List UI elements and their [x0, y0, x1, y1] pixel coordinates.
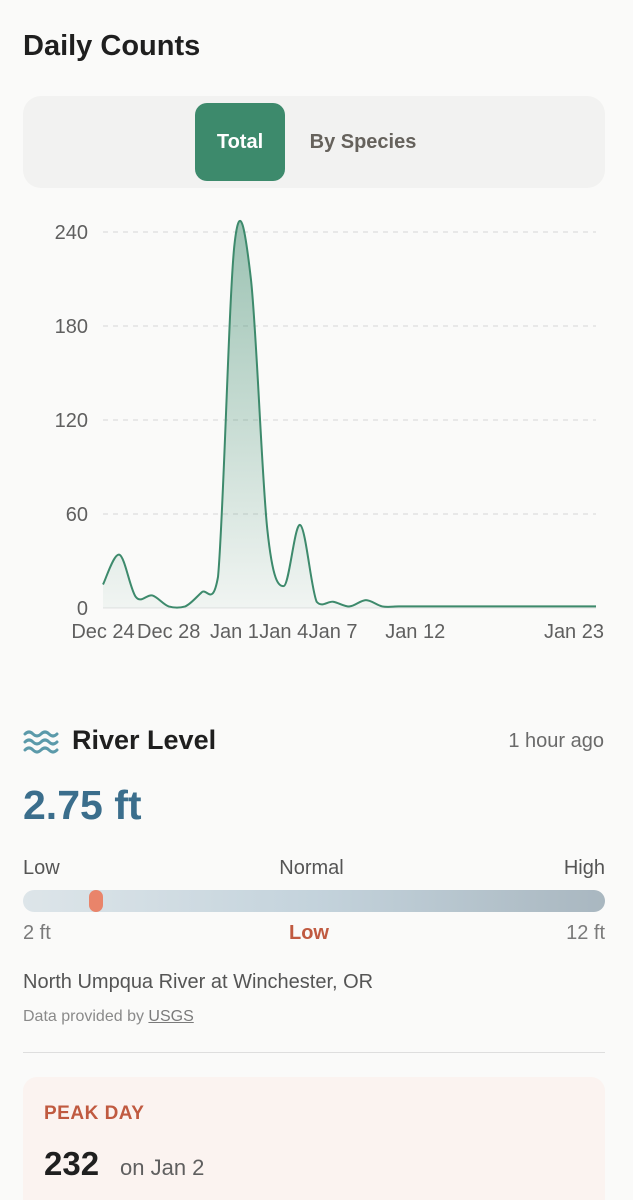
x-tick-label: Dec 24 — [71, 621, 134, 643]
peak-day-date: on Jan 2 — [120, 1155, 205, 1180]
x-tick-label: Jan 4 — [259, 621, 308, 643]
x-tick-label: Jan 23 — [544, 621, 604, 643]
level-low-label: Low — [23, 857, 60, 879]
data-source-prefix: Data provided by — [23, 1008, 144, 1025]
peak-day-value: 232 — [44, 1145, 100, 1182]
daily-counts-title: Daily Counts — [23, 30, 201, 62]
y-tick-label: 120 — [55, 410, 88, 432]
level-normal-label: Normal — [279, 857, 344, 879]
river-level-updated: 1 hour ago — [508, 730, 604, 752]
river-level-title: River Level — [72, 725, 217, 755]
level-min: 2 ft — [23, 922, 51, 944]
usgs-link[interactable]: USGS — [148, 1008, 194, 1025]
y-tick-label: 180 — [55, 316, 88, 338]
count-view-toggle: Total By Species — [23, 96, 605, 188]
tab-total[interactable]: Total — [195, 103, 285, 181]
x-tick-label: Jan 1 — [210, 621, 259, 643]
x-tick-label: Dec 28 — [137, 621, 200, 643]
daily-counts-chart: 0 60 120 180 240 Dec 24 Dec 28 Jan 1 Jan 4 Jan 7 J… — [55, 219, 604, 643]
count-line — [102, 219, 596, 609]
river-level-marker — [88, 890, 103, 912]
y-tick-label: 0 — [77, 598, 88, 620]
y-tick-label: 60 — [66, 504, 88, 526]
data-source: Data provided by USGS — [23, 1008, 194, 1026]
level-status: Low — [289, 922, 329, 944]
section-divider — [23, 1052, 605, 1053]
river-level-value: 2.75 ft — [23, 782, 142, 828]
peak-day-label: PEAK DAY — [44, 1103, 145, 1124]
count-area — [103, 220, 596, 609]
station-name: North Umpqua River at Winchester, OR — [23, 971, 374, 993]
x-tick-label: Jan 7 — [309, 621, 358, 643]
level-high-label: High — [563, 857, 605, 879]
tab-by-species[interactable]: By Species — [309, 131, 417, 153]
water-waves-icon — [23, 730, 59, 754]
x-tick-label: Jan 12 — [385, 621, 445, 643]
river-level-bar — [23, 890, 605, 912]
level-max: 12 ft — [566, 922, 605, 944]
y-tick-label: 240 — [55, 222, 88, 244]
peak-day-card: PEAK DAY 232 on Jan 2 — [23, 1077, 605, 1200]
